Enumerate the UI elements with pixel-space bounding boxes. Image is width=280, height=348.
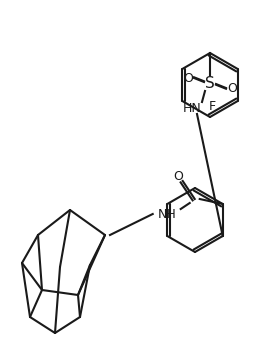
Text: NH: NH xyxy=(157,207,176,221)
Text: F: F xyxy=(208,100,216,112)
Text: O: O xyxy=(227,81,237,95)
Text: S: S xyxy=(205,76,215,90)
Text: HN: HN xyxy=(183,103,201,116)
Text: O: O xyxy=(183,71,193,85)
Text: O: O xyxy=(173,171,183,183)
